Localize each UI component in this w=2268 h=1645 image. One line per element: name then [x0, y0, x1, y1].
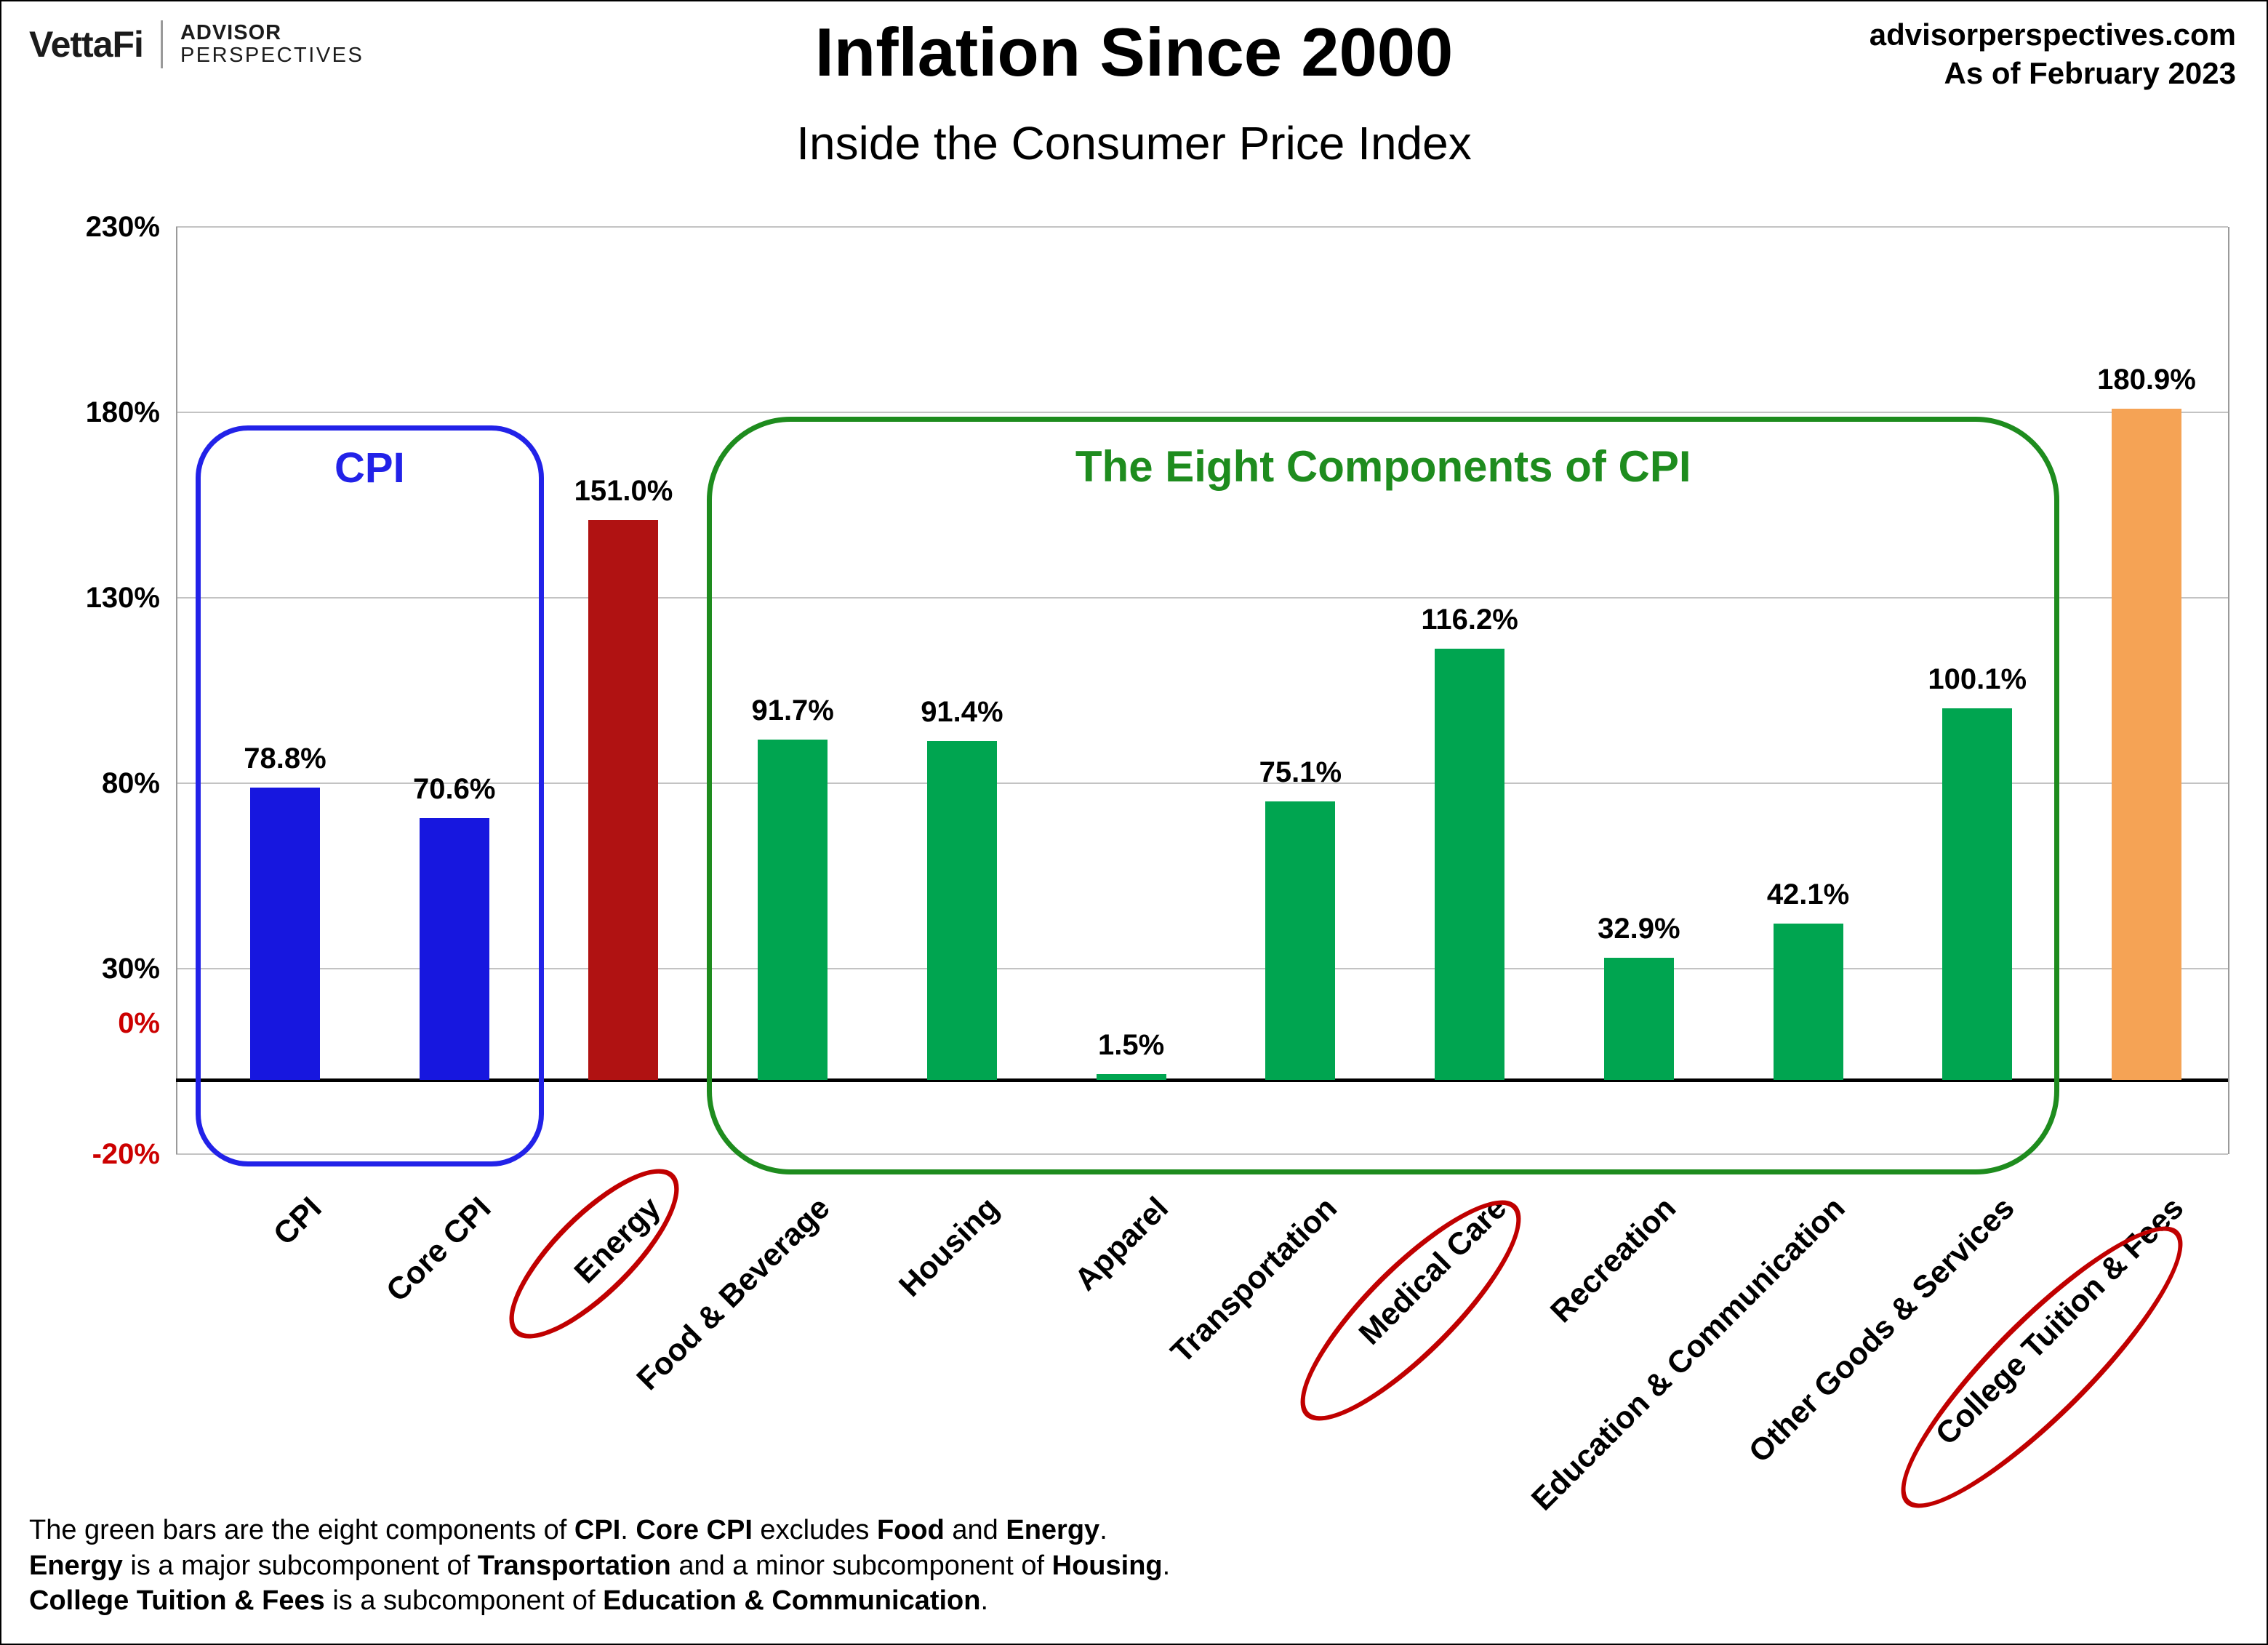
y-axis-label-30: 30%: [101, 953, 160, 985]
bar-value-label-core-cpi: 70.6%: [413, 772, 496, 805]
footnote-text: Housing: [1051, 1550, 1163, 1581]
x-axis-label-housing: Housing: [892, 1190, 1006, 1304]
bar-value-label-recreation: 32.9%: [1598, 913, 1680, 945]
footnote-text: College Tuition & Fees: [29, 1585, 325, 1617]
cpi-group-box: [196, 425, 544, 1166]
bar-recreation: [1603, 958, 1674, 1080]
plot-left-border: [176, 227, 177, 1154]
x-axis-label-apparel: Apparel: [1067, 1190, 1175, 1298]
advisor-text: ADVISOR: [180, 20, 282, 44]
y-axis-label-180: 180%: [85, 396, 160, 428]
vettafi-logo: VettaFi: [29, 24, 144, 65]
bar-value-label-food-beverage: 91.7%: [751, 695, 834, 727]
x-axis-label-cpi: CPI: [267, 1190, 329, 1252]
footnote-text: The green bars are the eight components …: [29, 1515, 574, 1545]
perspectives-text: PERSPECTIVES: [180, 44, 364, 67]
bar-value-label-education-communication: 42.1%: [1766, 878, 1850, 911]
logo-divider: [160, 20, 163, 68]
footnote-text: .: [980, 1585, 989, 1617]
footnote-text: Food: [876, 1515, 945, 1545]
bar-value-label-other-goods-services: 100.1%: [1928, 663, 2027, 696]
bar-value-label-cpi: 78.8%: [244, 743, 326, 775]
gridline-130: [176, 597, 2228, 599]
y-axis-label-80: 80%: [101, 767, 160, 799]
footnote-text: .: [620, 1515, 636, 1545]
bar-energy: [588, 519, 659, 1080]
gridline-80: [176, 783, 2228, 784]
chart-subtitle: Inside the Consumer Price Index: [796, 117, 1472, 169]
bar-value-label-apparel: 1.5%: [1098, 1029, 1165, 1062]
footnote-line-2: Energy is a major subcomponent of Transp…: [29, 1548, 1170, 1584]
footnote-text: CPI: [574, 1515, 621, 1545]
bar-other-goods-services: [1942, 708, 2013, 1080]
chart-title: Inflation Since 2000: [814, 14, 1454, 90]
footnote-text: Education & Communication: [603, 1585, 981, 1617]
bar-value-label-housing: 91.4%: [921, 695, 1003, 728]
footnote-text: and: [944, 1515, 1006, 1545]
x-axis-label-recreation: Recreation: [1543, 1190, 1683, 1330]
y-axis-label-130: 130%: [85, 582, 160, 614]
footnote-text: Energy: [29, 1550, 123, 1581]
gridline-20: [176, 1153, 2228, 1155]
footnote-line-1: The green bars are the eight components …: [29, 1513, 1170, 1548]
bar-transportation: [1265, 801, 1336, 1080]
plot-right-border: [2228, 227, 2229, 1154]
components-group-box: [707, 417, 2060, 1174]
y-axis-label-230: 230%: [85, 211, 160, 243]
y-axis-label-0: 0%: [118, 1007, 160, 1039]
x-axis-zero-line: [176, 1078, 2228, 1082]
footnote-text: .: [1162, 1550, 1171, 1581]
footnote-text: is a major subcomponent of: [122, 1550, 478, 1581]
x-axis-label-education-communication: Education & Communication: [1524, 1190, 1852, 1518]
source-url: advisorperspectives.com: [1869, 17, 2236, 52]
cpi-group-label: CPI: [334, 444, 405, 492]
bar-medical-care: [1435, 649, 1505, 1080]
bar-housing: [926, 740, 997, 1080]
x-axis-label-transportation: Transportation: [1164, 1190, 1345, 1370]
footnote-text: Energy: [1006, 1515, 1100, 1545]
footnote-text: Core CPI: [636, 1515, 753, 1545]
source-block: advisorperspectives.com As of February 2…: [1870, 16, 2236, 92]
bar-value-label-transportation: 75.1%: [1259, 756, 1342, 788]
footnote-text: and a minor subcomponent of: [670, 1550, 1052, 1581]
gridline-230: [176, 226, 2228, 228]
footnote: The green bars are the eight components …: [29, 1513, 1170, 1619]
x-axis-label-core-cpi: Core CPI: [380, 1190, 498, 1309]
circled-label-college-tuition-fees: [1870, 1196, 2213, 1539]
footnote-text: excludes: [752, 1515, 877, 1545]
advisor-perspectives-wordmark: ADVISOR PERSPECTIVES: [180, 20, 364, 68]
bar-cpi: [250, 788, 320, 1080]
vettafi-advisor-perspectives-logo: VettaFi ADVISOR PERSPECTIVES: [29, 20, 364, 68]
bar-value-label-energy: 151.0%: [574, 474, 673, 507]
footnote-text: .: [1099, 1515, 1107, 1545]
bar-value-label-medical-care: 116.2%: [1421, 604, 1518, 636]
bar-apparel: [1096, 1074, 1166, 1080]
footnote-text: Transportation: [477, 1550, 671, 1581]
footnote-line-3: College Tuition & Fees is a subcomponent…: [29, 1583, 1170, 1619]
bar-core-cpi: [419, 817, 489, 1080]
bar-value-label-college-tuition-fees: 180.9%: [2097, 364, 2196, 396]
circled-label-energy: [485, 1145, 703, 1363]
as-of-date: As of February 2023: [1944, 55, 2236, 90]
gridline-30: [176, 968, 2228, 969]
bar-education-communication: [1773, 924, 1843, 1080]
components-group-label: The Eight Components of CPI: [1075, 442, 1691, 491]
gridline-180: [176, 412, 2228, 413]
bar-food-beverage: [758, 740, 828, 1080]
bar-college-tuition-fees: [2112, 409, 2181, 1080]
y-axis-label-20: -20%: [92, 1138, 160, 1170]
footnote-text: is a subcomponent of: [324, 1585, 604, 1617]
